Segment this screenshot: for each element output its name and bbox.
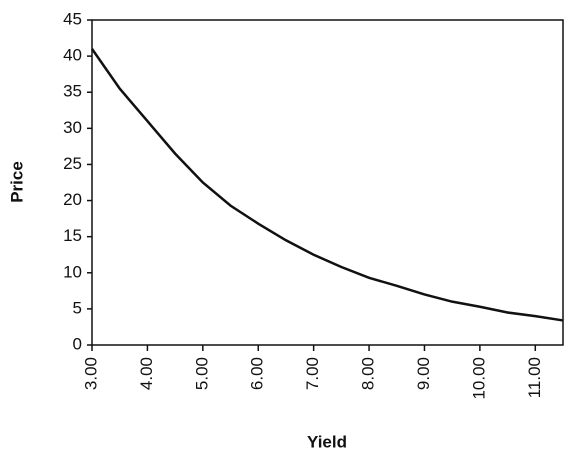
line [90,48,564,322]
x-tick-label: 11.00 [525,357,544,398]
x-tick-label: 7.00 [303,357,322,390]
y-tick-label: 35 [63,82,82,101]
y-tick-label: 30 [63,118,82,137]
y-tick-label: 0 [73,334,82,353]
plot-frame [91,19,564,346]
y-axis-label: Price [7,161,26,203]
y-tick-label: 20 [63,190,82,209]
y-tick-label: 10 [63,262,82,281]
y-tick-label: 25 [63,154,82,173]
x-tick-label: 8.00 [359,357,378,390]
x-tick-label: 9.00 [414,357,433,390]
y-tick-label: 40 [63,46,82,65]
x-tick-label: 4.00 [137,357,156,390]
y-tick-label: 15 [63,226,82,245]
x-tick-label: 10.00 [469,357,488,400]
x-tick-label: 6.00 [248,357,267,390]
x-tick-label: 5.00 [192,357,211,390]
x-tick-label: 3.00 [81,357,100,390]
y-tick-label: 5 [73,298,82,317]
y-tick-label: 45 [63,9,82,28]
x-axis-label: Yield [307,432,347,451]
